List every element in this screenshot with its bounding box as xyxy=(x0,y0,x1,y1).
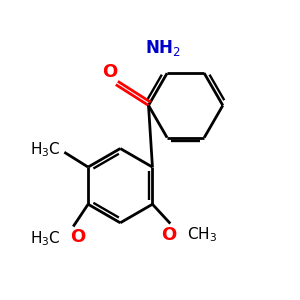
Text: NH$_2$: NH$_2$ xyxy=(145,38,181,58)
Text: O: O xyxy=(161,226,176,244)
Text: H$_3$C: H$_3$C xyxy=(30,230,61,248)
Text: O: O xyxy=(102,63,117,81)
Text: H$_3$C: H$_3$C xyxy=(30,140,61,159)
Text: CH$_3$: CH$_3$ xyxy=(187,226,217,244)
Text: O: O xyxy=(70,228,85,246)
